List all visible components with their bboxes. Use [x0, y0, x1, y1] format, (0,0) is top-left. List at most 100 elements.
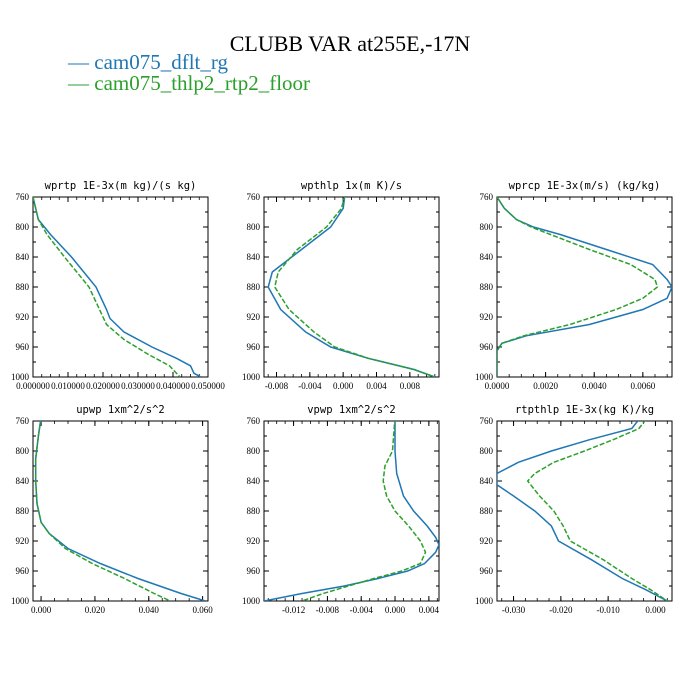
y-tick-label: 840	[247, 476, 261, 486]
y-tick-label: 760	[247, 416, 261, 426]
x-tick-label: 0.010000	[51, 381, 85, 391]
x-tick-label: 0.040000	[156, 381, 190, 391]
y-tick-label: 880	[16, 282, 30, 292]
series-line-2	[34, 421, 171, 601]
x-tick-label: 0.060	[192, 605, 213, 615]
panel-6: rtpthlp 1E-3x(kg K)/kg 760 800 840 880 920 960…	[475, 404, 673, 615]
legend-marker-2: —	[67, 71, 94, 95]
y-tick-label: 880	[16, 506, 30, 516]
series-line-2	[33, 197, 181, 377]
y-tick-label: 760	[480, 192, 494, 202]
legend-label-2: cam075_thlp2_rtp2_floor	[94, 71, 310, 95]
x-tick-label: -0.012	[282, 605, 305, 615]
y-tick-label: 800	[16, 222, 30, 232]
x-tick-label: 0.030000	[121, 381, 155, 391]
y-tick-label: 1000	[242, 372, 261, 382]
legend-label-1: cam075_dflt_rg	[94, 50, 228, 74]
x-tick-label: -0.030	[502, 605, 526, 615]
panel-4: upwp 1xm^2/s^2 760 800 840 880 920 960 10000.00…	[11, 404, 213, 615]
x-tick-label: -0.004	[350, 605, 374, 615]
y-tick-label: 800	[16, 446, 30, 456]
y-tick-label: 960	[16, 566, 30, 576]
series-line-2	[497, 197, 659, 377]
series-line-1	[34, 421, 206, 601]
x-tick-label: 0.050000	[191, 381, 225, 391]
y-tick-label: 1000	[475, 372, 494, 382]
x-tick-label: 0.004	[419, 605, 440, 615]
legend: — cam075_dflt_rg — cam075_thlp2_rtp2_flo…	[67, 50, 310, 95]
panel-2: wpthlp 1x(m K)/s 760 800 840 880 920 960 1000 -0…	[242, 180, 440, 391]
y-tick-label: 880	[247, 282, 261, 292]
y-tick-label: 800	[247, 222, 261, 232]
y-tick-label: 800	[480, 446, 494, 456]
y-tick-label: 920	[480, 312, 494, 322]
x-tick-label: -0.008	[316, 605, 340, 615]
x-tick-label: 0.008	[400, 381, 421, 391]
legend-entry-1: — cam075_dflt_rg	[67, 50, 229, 74]
plot-frame	[496, 196, 673, 378]
panel-title: rtpthlp 1E-3x(kg K)/kg	[515, 404, 654, 416]
y-tick-label: 800	[247, 446, 261, 456]
series-line-2	[526, 421, 668, 601]
y-tick-label: 920	[16, 312, 30, 322]
series-line-2	[301, 421, 427, 601]
series-line-1	[267, 197, 436, 377]
y-tick-label: 800	[480, 222, 494, 232]
x-tick-label: 0.0060	[630, 381, 655, 391]
legend-marker-1: —	[67, 50, 94, 74]
legend-entry-2: — cam075_thlp2_rtp2_floor	[67, 71, 310, 95]
y-tick-label: 880	[247, 506, 261, 516]
y-tick-label: 760	[247, 192, 261, 202]
plot-frame	[32, 196, 209, 378]
y-tick-label: 880	[480, 282, 494, 292]
y-tick-label: 960	[480, 566, 494, 576]
y-tick-label: 920	[480, 536, 494, 546]
y-tick-label: 840	[247, 252, 261, 262]
x-tick-label: 0.000	[645, 605, 666, 615]
y-tick-label: 920	[247, 536, 261, 546]
y-tick-label: 760	[16, 416, 30, 426]
x-tick-label: -0.008	[265, 381, 289, 391]
x-tick-label: 0.000	[333, 381, 354, 391]
plot-frame	[32, 420, 209, 602]
y-tick-label: 760	[480, 416, 494, 426]
plot-frame	[496, 420, 673, 602]
x-tick-label: -0.004	[298, 381, 322, 391]
plot-frame	[263, 196, 440, 378]
figure-title: CLUBB VAR at255E,-17N	[230, 31, 471, 56]
y-tick-label: 960	[480, 342, 494, 352]
y-tick-label: 960	[16, 342, 30, 352]
x-tick-label: -0.020	[549, 605, 573, 615]
panel-title: wprtp 1E-3x(m kg)/(s kg)	[45, 180, 197, 192]
x-tick-label: 0.000	[385, 605, 406, 615]
x-tick-label: 0.0000	[485, 381, 510, 391]
x-tick-label: -0.010	[597, 605, 621, 615]
panel-title: upwp 1xm^2/s^2	[76, 404, 165, 416]
y-tick-label: 1000	[11, 372, 30, 382]
y-tick-label: 840	[480, 252, 494, 262]
panel-title: wpthlp 1x(m K)/s	[301, 180, 402, 192]
panel-3: wprcp 1E-3x(m/s) (kg/kg) 760 800 840 880 920 9…	[475, 180, 673, 391]
series-line-1	[497, 197, 672, 377]
series-line-1	[497, 421, 668, 601]
y-tick-label: 840	[16, 476, 30, 486]
x-tick-label: 0.0020	[533, 381, 558, 391]
panel-title: vpwp 1xm^2/s^2	[307, 404, 396, 416]
series-line-1	[264, 421, 439, 601]
y-tick-label: 760	[16, 192, 30, 202]
panel-title: wprcp 1E-3x(m/s) (kg/kg)	[509, 180, 661, 192]
x-tick-label: 0.040	[139, 605, 160, 615]
x-tick-label: 0.004	[366, 381, 387, 391]
x-tick-label: 0.020	[85, 605, 106, 615]
y-tick-label: 840	[480, 476, 494, 486]
x-tick-label: 0.0040	[582, 381, 607, 391]
y-tick-label: 840	[16, 252, 30, 262]
y-tick-label: 960	[247, 566, 261, 576]
x-tick-label: 0.020000	[86, 381, 120, 391]
panel-1: wprtp 1E-3x(m kg)/(s kg) 760 800 840 880 920 9…	[11, 180, 225, 391]
y-tick-label: 1000	[11, 596, 30, 606]
y-tick-label: 1000	[242, 596, 261, 606]
panels-grid: wprtp 1E-3x(m kg)/(s kg) 760 800 840 880 920 9…	[11, 180, 673, 615]
y-tick-label: 960	[247, 342, 261, 352]
